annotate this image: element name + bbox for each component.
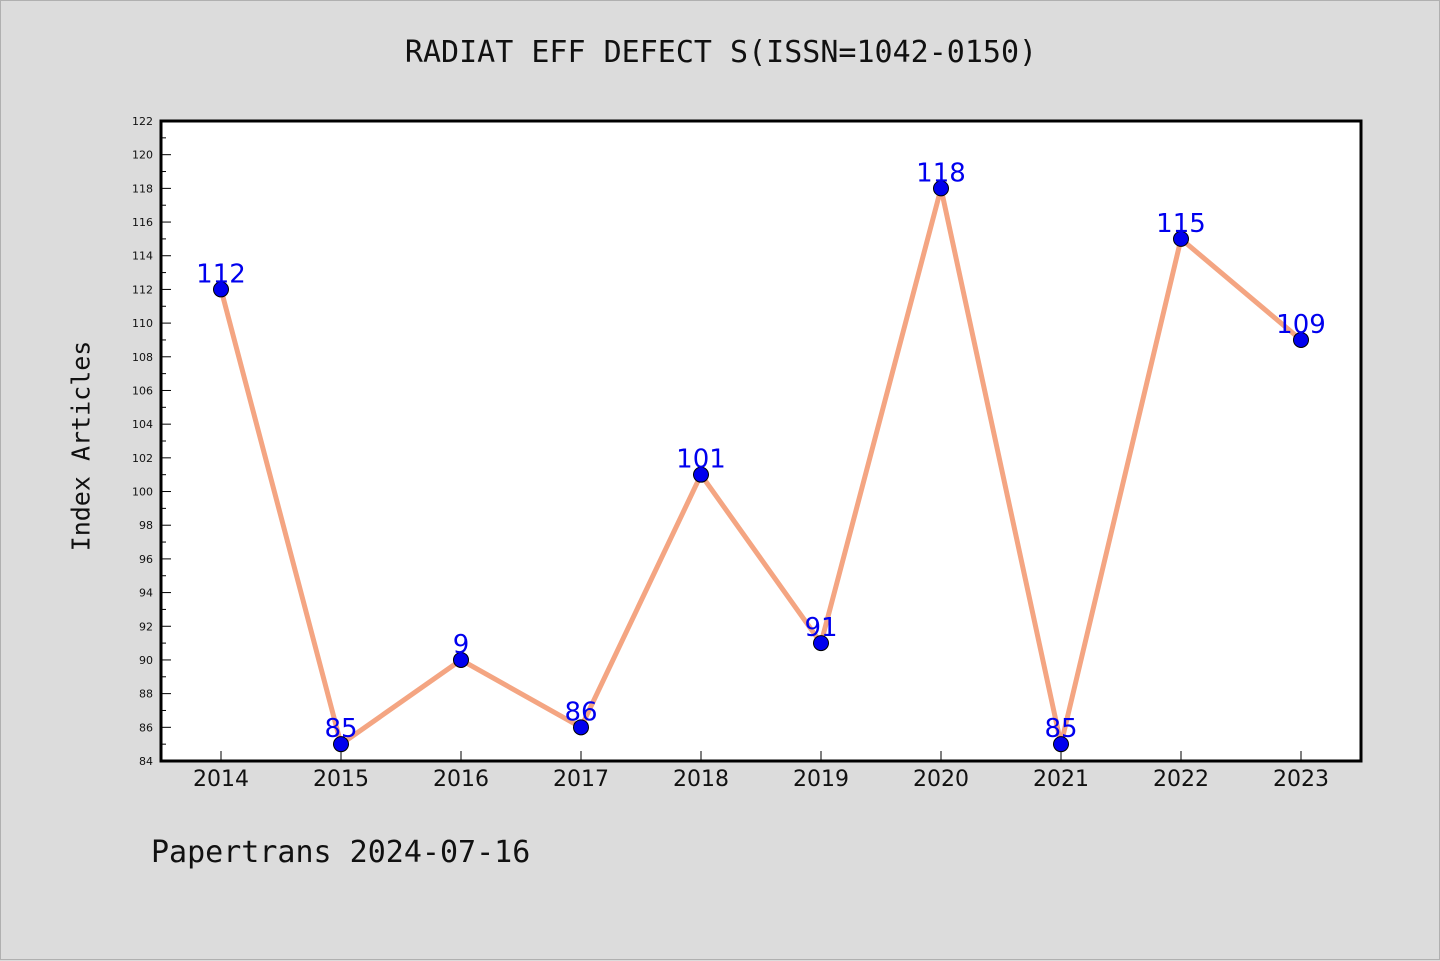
data-point (693, 466, 709, 483)
data-point (933, 180, 949, 197)
plot-box (159, 119, 1363, 763)
data-label: 91 (804, 613, 837, 643)
y-tick-label: 104 (132, 418, 153, 431)
data-point (453, 651, 469, 668)
y-tick-label: 90 (139, 654, 153, 667)
data-label: 9 (453, 630, 470, 660)
y-tick-label: 110 (132, 317, 153, 330)
x-tick-label: 2014 (193, 767, 249, 792)
data-point (573, 719, 589, 736)
y-tick-label: 86 (139, 721, 153, 734)
y-tick-label: 116 (132, 216, 153, 229)
data-label: 112 (196, 259, 246, 289)
y-tick-label: 120 (132, 149, 153, 162)
data-label: 85 (324, 714, 357, 744)
data-label: 115 (1156, 209, 1206, 239)
data-point (333, 736, 349, 753)
y-tick-label: 88 (139, 688, 153, 701)
data-label: 109 (1276, 310, 1326, 340)
data-label: 85 (1044, 714, 1077, 744)
data-label: 101 (676, 445, 726, 475)
y-tick-label: 96 (139, 553, 153, 566)
x-tick-label: 2015 (313, 767, 369, 792)
data-point (813, 635, 829, 652)
data-point (213, 281, 229, 298)
y-tick-label: 84 (139, 755, 153, 768)
data-point (1293, 331, 1309, 348)
y-tick-label: 98 (139, 519, 153, 532)
data-label: 86 (564, 697, 597, 727)
chart-title: RADIAT EFF DEFECT S(ISSN=1042-0150) (404, 35, 1038, 70)
x-tick-label: 2017 (553, 767, 609, 792)
x-tick-label: 2019 (793, 767, 849, 792)
y-tick-label: 102 (132, 452, 153, 465)
x-tick-label: 2018 (673, 767, 729, 792)
data-point (1053, 736, 1069, 753)
x-tick-label: 2021 (1033, 767, 1089, 792)
y-tick-label: 94 (139, 587, 153, 600)
footer-credit: Papertrans 2024-07-16 (151, 835, 531, 870)
x-tick-label: 2016 (433, 767, 489, 792)
data-point (1173, 230, 1189, 247)
y-tick-label: 92 (139, 620, 153, 633)
data-label: 118 (916, 158, 966, 188)
y-tick-label: 106 (132, 384, 153, 397)
x-tick-label: 2022 (1153, 767, 1209, 792)
y-tick-label: 122 (132, 115, 153, 128)
y-tick-label: 108 (132, 351, 153, 364)
x-tick-label: 2020 (913, 767, 969, 792)
y-tick-label: 118 (132, 182, 153, 195)
y-tick-label: 100 (132, 486, 153, 499)
series-line (218, 185, 1304, 747)
y-tick-label: 114 (132, 250, 153, 263)
x-tick-label: 2023 (1273, 767, 1329, 792)
y-tick-label: 112 (132, 283, 153, 296)
